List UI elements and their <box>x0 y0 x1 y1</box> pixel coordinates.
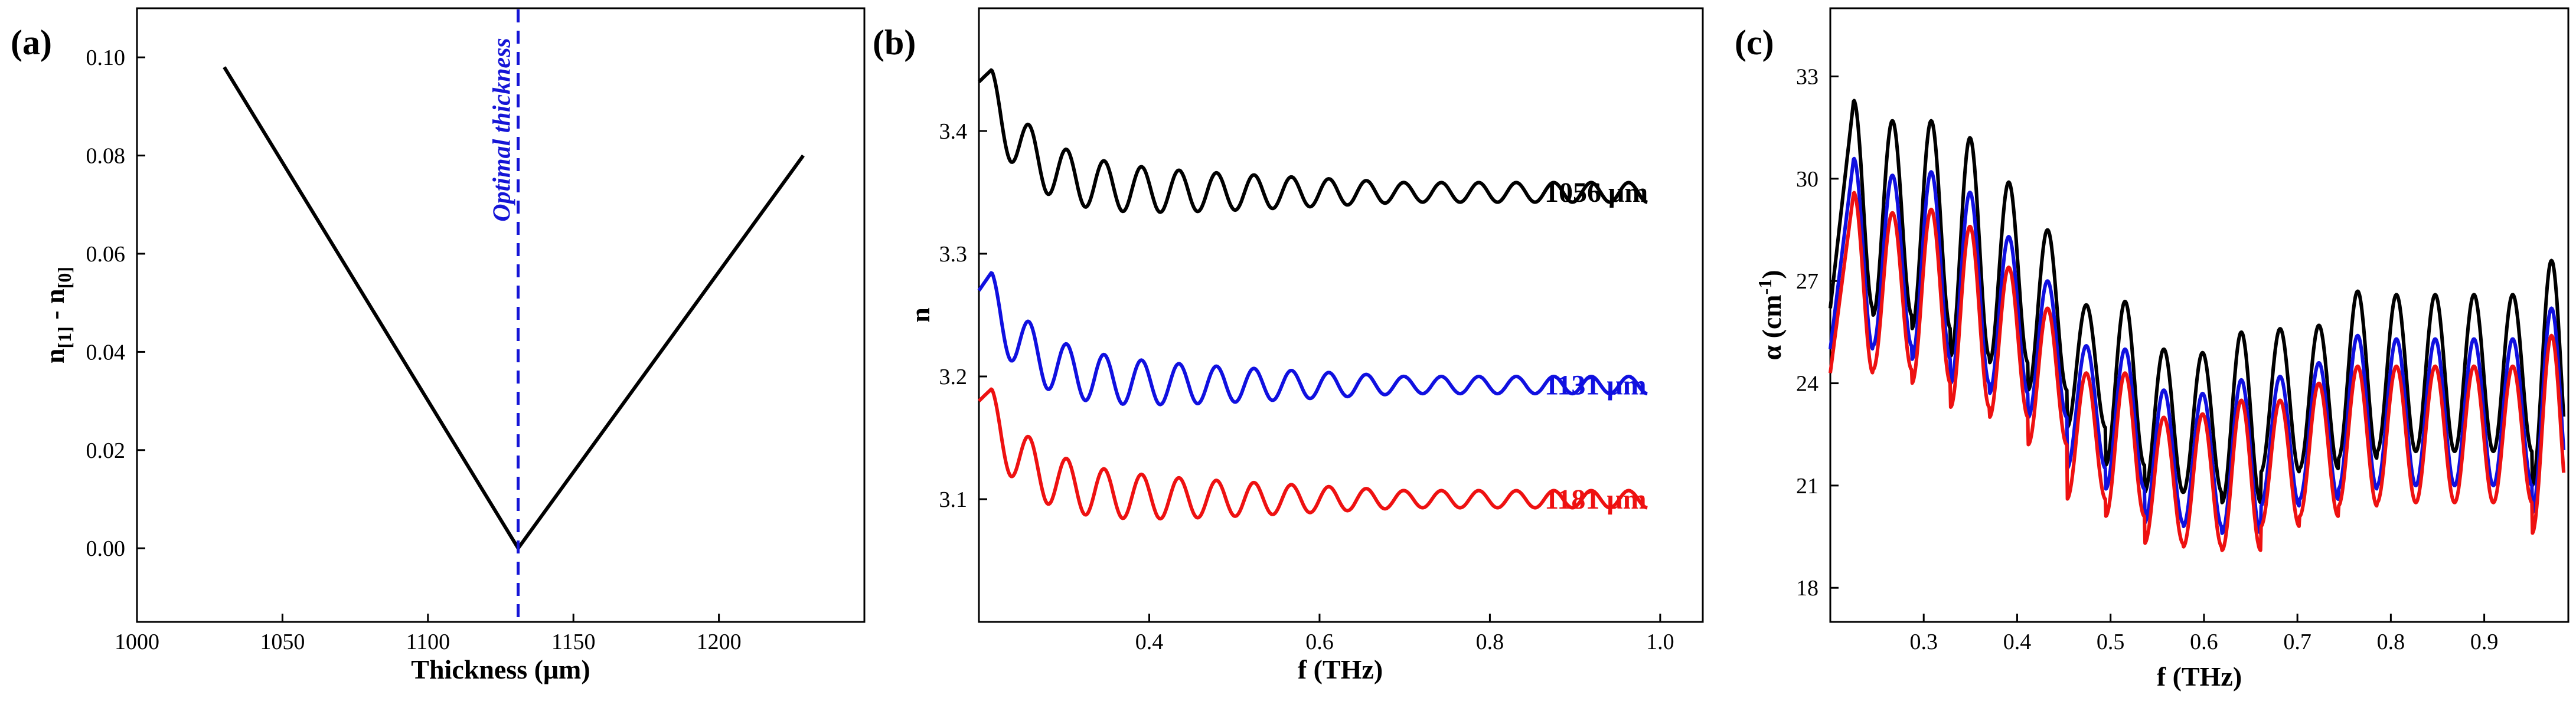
panel-c-label: (c) <box>1735 23 1774 62</box>
panel-a-x-ticks: 1000 1050 1100 1150 1200 <box>115 630 742 654</box>
panel-a-y-ticks: 0.00 0.02 0.04 0.06 0.08 0.10 <box>86 45 126 561</box>
panel-b-x-axis-label: f (THz) <box>1298 654 1383 684</box>
panel-a: (a) 1000 1050 1100 1150 1200 0.00 0.02 0… <box>11 7 866 684</box>
panel-c-x-tick-label: 0.4 <box>2003 630 2032 654</box>
y-label-sub-0: [0] <box>54 267 75 289</box>
y-label-n: n <box>40 348 70 363</box>
panel-c: (c) 0.3 0.4 0.5 0.6 0.7 0.8 0.9 18 21 24… <box>1735 7 2570 692</box>
panel-c-y-tick-label: 24 <box>1796 372 1818 397</box>
panel-c-plot-frame <box>1829 7 2570 623</box>
panel-b-y-tick-label: 3.1 <box>939 487 968 512</box>
alpha-label-close: ) <box>1756 270 1787 278</box>
curve-label-1056: 1056 μm <box>1545 177 1648 208</box>
n-series-1131 <box>977 271 1648 407</box>
panel-b-marks <box>977 68 1661 622</box>
n-series-1056 <box>977 68 1648 214</box>
panel-c-y-tick-label: 27 <box>1796 269 1818 294</box>
panel-b-y-tick-label: 3.2 <box>939 365 968 389</box>
y-label-mid: - n <box>40 289 70 326</box>
panel-b-y-tick-label: 3.4 <box>939 119 968 144</box>
optimal-thickness-label: Optimal thickness <box>489 38 516 222</box>
panel-a-label: (a) <box>11 23 52 62</box>
panel-c-marks <box>1829 76 2566 622</box>
y-label-sub-1: [1] <box>54 326 75 348</box>
panel-b-y-axis-label: n <box>905 307 935 323</box>
alpha-series-1131 <box>1829 156 2566 535</box>
panel-c-x-tick-label: 0.3 <box>1909 630 1938 654</box>
panel-c-y-tick-label: 18 <box>1796 576 1818 601</box>
panel-a-x-tick-label: 1000 <box>115 630 159 654</box>
panel-a-x-axis-label: Thickness (μm) <box>411 654 590 684</box>
panel-b-x-tick-label: 0.4 <box>1135 630 1164 654</box>
panel-c-x-tick-label: 0.9 <box>2470 630 2499 654</box>
panel-b-plot-frame <box>978 7 1704 623</box>
panel-c-y-tick-label: 33 <box>1796 65 1818 90</box>
panel-b-label: (b) <box>873 23 916 62</box>
panel-c-y-tick-label: 30 <box>1796 167 1818 192</box>
panel-c-y-tick-label: 21 <box>1796 474 1818 499</box>
panel-a-y-tick-label: 0.08 <box>86 144 126 169</box>
panel-a-y-tick-label: 0.10 <box>86 45 126 70</box>
panel-a-x-tick-label: 1100 <box>406 630 450 654</box>
panel-c-x-axis-label: f (THz) <box>2157 661 2242 692</box>
panel-b: (b) 0.4 0.6 0.8 1.0 3.1 3.2 3.3 3.4 f (T… <box>873 7 1704 684</box>
alpha-label: α (cm <box>1756 294 1787 360</box>
panel-a-y-tick-label: 0.04 <box>86 340 126 365</box>
panel-b-y-ticks: 3.1 3.2 3.3 3.4 <box>939 119 968 512</box>
alpha-series-1181 <box>1829 191 2566 552</box>
panel-a-x-tick-label: 1200 <box>697 630 742 654</box>
panel-c-x-tick-label: 0.8 <box>2377 630 2405 654</box>
panel-b-x-tick-label: 0.6 <box>1305 630 1334 654</box>
panel-a-y-tick-label: 0.06 <box>86 242 126 267</box>
panel-b-x-ticks: 0.4 0.6 0.8 1.0 <box>1135 630 1674 654</box>
alpha-series-1056 <box>1829 99 2566 504</box>
panel-a-y-tick-label: 0.00 <box>86 536 126 561</box>
panel-b-x-tick-label: 1.0 <box>1646 630 1674 654</box>
panel-c-x-tick-label: 0.6 <box>2190 630 2218 654</box>
curve-label-1131: 1131 μm <box>1545 370 1647 401</box>
panel-b-y-tick-label: 3.3 <box>939 242 968 267</box>
panel-c-x-tick-label: 0.7 <box>2283 630 2311 654</box>
panel-c-y-ticks: 18 21 24 27 30 33 <box>1796 65 1818 601</box>
curve-label-1181: 1181 μm <box>1545 484 1647 515</box>
panel-b-x-tick-label: 0.8 <box>1476 630 1504 654</box>
panel-a-y-axis-label: n[1] - n[0] <box>40 267 75 363</box>
panel-a-plot-frame <box>136 7 866 623</box>
panel-c-x-tick-label: 0.5 <box>2097 630 2125 654</box>
alpha-unit-exponent: -1 <box>1754 279 1775 295</box>
panel-a-marks <box>136 9 805 622</box>
n-series-1181 <box>977 387 1648 521</box>
panel-c-x-ticks: 0.3 0.4 0.5 0.6 0.7 0.8 0.9 <box>1909 630 2498 654</box>
panel-a-y-tick-label: 0.02 <box>86 438 126 463</box>
panel-a-x-tick-label: 1150 <box>551 630 596 654</box>
panel-c-y-axis-label: α (cm-1) <box>1754 270 1787 360</box>
panel-a-x-tick-label: 1050 <box>260 630 305 654</box>
